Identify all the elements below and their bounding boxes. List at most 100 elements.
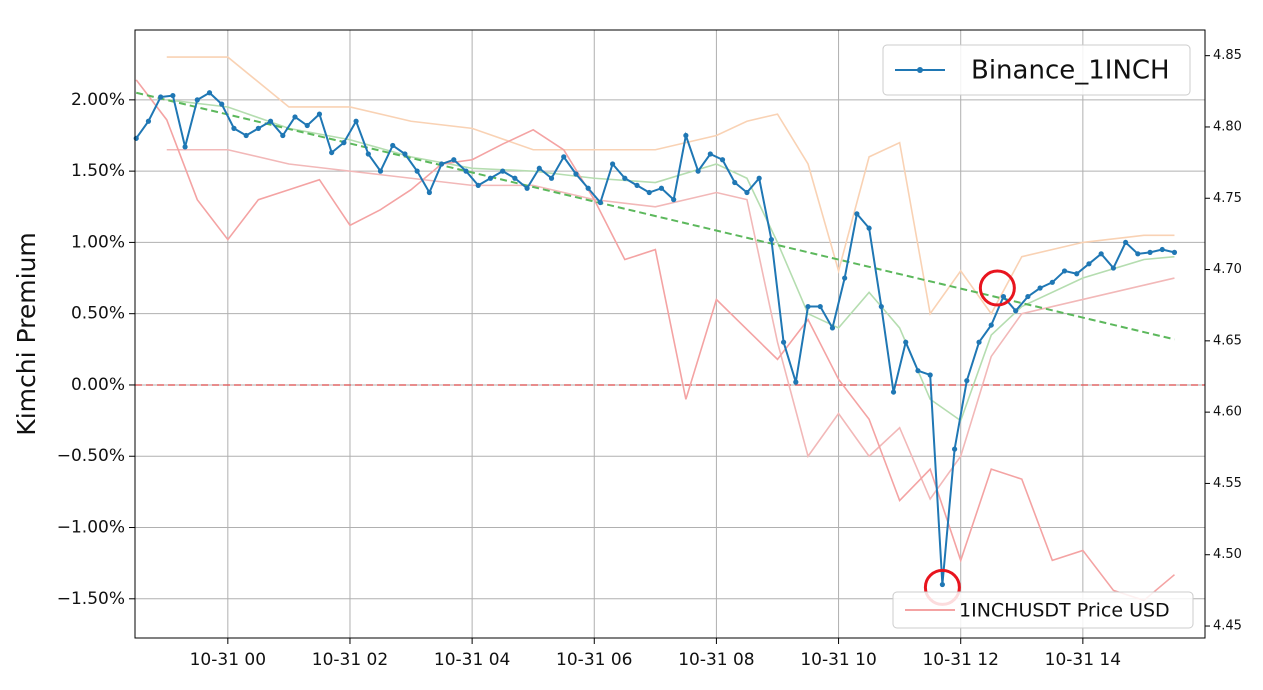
- data-point: [1123, 239, 1129, 246]
- data-point: [548, 175, 555, 181]
- y2-tick-label: 4.70: [1213, 262, 1242, 277]
- data-point: [585, 185, 591, 191]
- data-point: [597, 199, 603, 206]
- data-point: [487, 175, 494, 181]
- data-point: [243, 132, 249, 139]
- data-point: [695, 168, 701, 174]
- data-point: [1061, 268, 1068, 274]
- data-point: [829, 325, 836, 331]
- x-tick-label: 10-31 02: [312, 650, 388, 670]
- data-point: [622, 175, 628, 181]
- data-point: [194, 97, 200, 103]
- data-point: [329, 149, 335, 156]
- data-point: [341, 140, 347, 146]
- x-tick-label: 10-31 00: [190, 650, 266, 670]
- series-line: [135, 79, 1175, 602]
- y2-tick-label: 4.60: [1213, 405, 1242, 420]
- y2-tick-label: 4.85: [1213, 48, 1242, 63]
- data-point: [1086, 261, 1092, 267]
- data-point: [1049, 279, 1055, 285]
- data-point: [793, 379, 799, 385]
- x-tick-label: 10-31 10: [800, 650, 876, 670]
- y-tick-label: −0.50%: [57, 446, 125, 466]
- y-tick-label: 1.00%: [71, 232, 125, 252]
- y-tick-label: 1.50%: [71, 161, 125, 181]
- data-point: [353, 118, 359, 124]
- data-point: [377, 168, 384, 174]
- x-tick-label: 10-31 06: [556, 650, 632, 670]
- data-point: [500, 168, 506, 174]
- data-point: [280, 132, 286, 139]
- series-line: [166, 148, 1175, 501]
- data-point: [304, 122, 310, 129]
- series-line: [166, 56, 1175, 316]
- data-point: [561, 154, 567, 160]
- data-point: [365, 151, 371, 157]
- data-point: [219, 101, 225, 107]
- data-point: [842, 275, 848, 281]
- data-point: [1000, 293, 1007, 300]
- y-tick-label: −1.50%: [57, 589, 125, 609]
- data-point: [854, 211, 860, 217]
- data-point: [1025, 293, 1031, 300]
- data-point: [1110, 265, 1116, 271]
- data-point: [316, 111, 323, 117]
- data-point: [927, 372, 933, 378]
- data-point: [1147, 249, 1153, 255]
- y2-tick-label: 4.65: [1213, 333, 1242, 348]
- data-point: [206, 90, 213, 96]
- data-point: [182, 144, 188, 150]
- data-point: [438, 161, 445, 167]
- data-point: [1074, 271, 1080, 277]
- data-point: [170, 92, 176, 99]
- data-point: [671, 197, 677, 203]
- y2-tick-label: 4.45: [1213, 619, 1242, 634]
- data-point: [964, 378, 970, 384]
- data-point: [744, 189, 750, 196]
- plot-frame: [134, 29, 1206, 639]
- data-point: [1135, 251, 1141, 257]
- y2-tick-label: 4.50: [1213, 547, 1242, 562]
- data-point: [976, 339, 982, 345]
- legend-box: [882, 44, 1191, 96]
- y2-tick-label: 4.55: [1213, 476, 1242, 491]
- data-point: [683, 132, 689, 139]
- data-point: [646, 189, 652, 196]
- data-point: [915, 368, 921, 374]
- data-point: [634, 182, 640, 188]
- data-point: [732, 179, 738, 186]
- series-line: [135, 91, 1175, 341]
- data-point: [231, 125, 237, 131]
- data-point: [1159, 246, 1165, 253]
- data-point: [133, 135, 139, 141]
- data-point: [988, 322, 994, 328]
- data-point: [512, 175, 518, 181]
- data-point: [805, 303, 811, 310]
- data-point: [719, 157, 726, 163]
- x-tick-label: 10-31 14: [1045, 650, 1121, 670]
- data-point: [451, 157, 457, 163]
- data-point: [158, 94, 164, 100]
- y2-tick-label: 4.80: [1213, 119, 1242, 134]
- data-point: [768, 236, 774, 243]
- data-point: [536, 165, 542, 171]
- data-point: [463, 168, 469, 174]
- data-point: [952, 446, 958, 452]
- data-point: [573, 171, 579, 177]
- data-point: [255, 125, 261, 131]
- data-point: [292, 114, 298, 120]
- data-point: [1013, 308, 1019, 314]
- y-tick-label: 2.00%: [71, 90, 125, 110]
- series-line: [135, 91, 1175, 585]
- series-line: [166, 99, 1175, 422]
- data-point: [1171, 249, 1178, 255]
- x-tick-label: 10-31 08: [678, 650, 754, 670]
- data-point: [426, 189, 432, 196]
- data-point: [267, 118, 274, 124]
- data-point: [414, 168, 420, 174]
- data-point: [866, 225, 872, 231]
- data-point: [903, 339, 909, 345]
- data-point: [145, 118, 152, 124]
- legend-label: 1INCHUSDT Price USD: [959, 600, 1170, 622]
